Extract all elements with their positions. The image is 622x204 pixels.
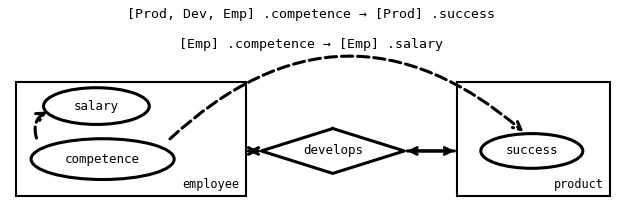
Bar: [16, 82, 246, 196]
Polygon shape: [261, 129, 404, 173]
Text: product: product: [554, 178, 603, 191]
Text: [Prod, Dev, Emp] .competence → [Prod] .success: [Prod, Dev, Emp] .competence → [Prod] .s…: [127, 8, 495, 21]
Text: success: success: [506, 144, 558, 157]
Text: employee: employee: [182, 178, 239, 191]
Text: salary: salary: [74, 100, 119, 113]
Text: competence: competence: [65, 153, 140, 166]
Text: develops: develops: [303, 144, 363, 157]
Bar: [457, 82, 610, 196]
Ellipse shape: [31, 139, 174, 180]
Ellipse shape: [44, 88, 149, 124]
Text: [Emp] .competence → [Emp] .salary: [Emp] .competence → [Emp] .salary: [179, 38, 443, 51]
Ellipse shape: [481, 134, 583, 168]
